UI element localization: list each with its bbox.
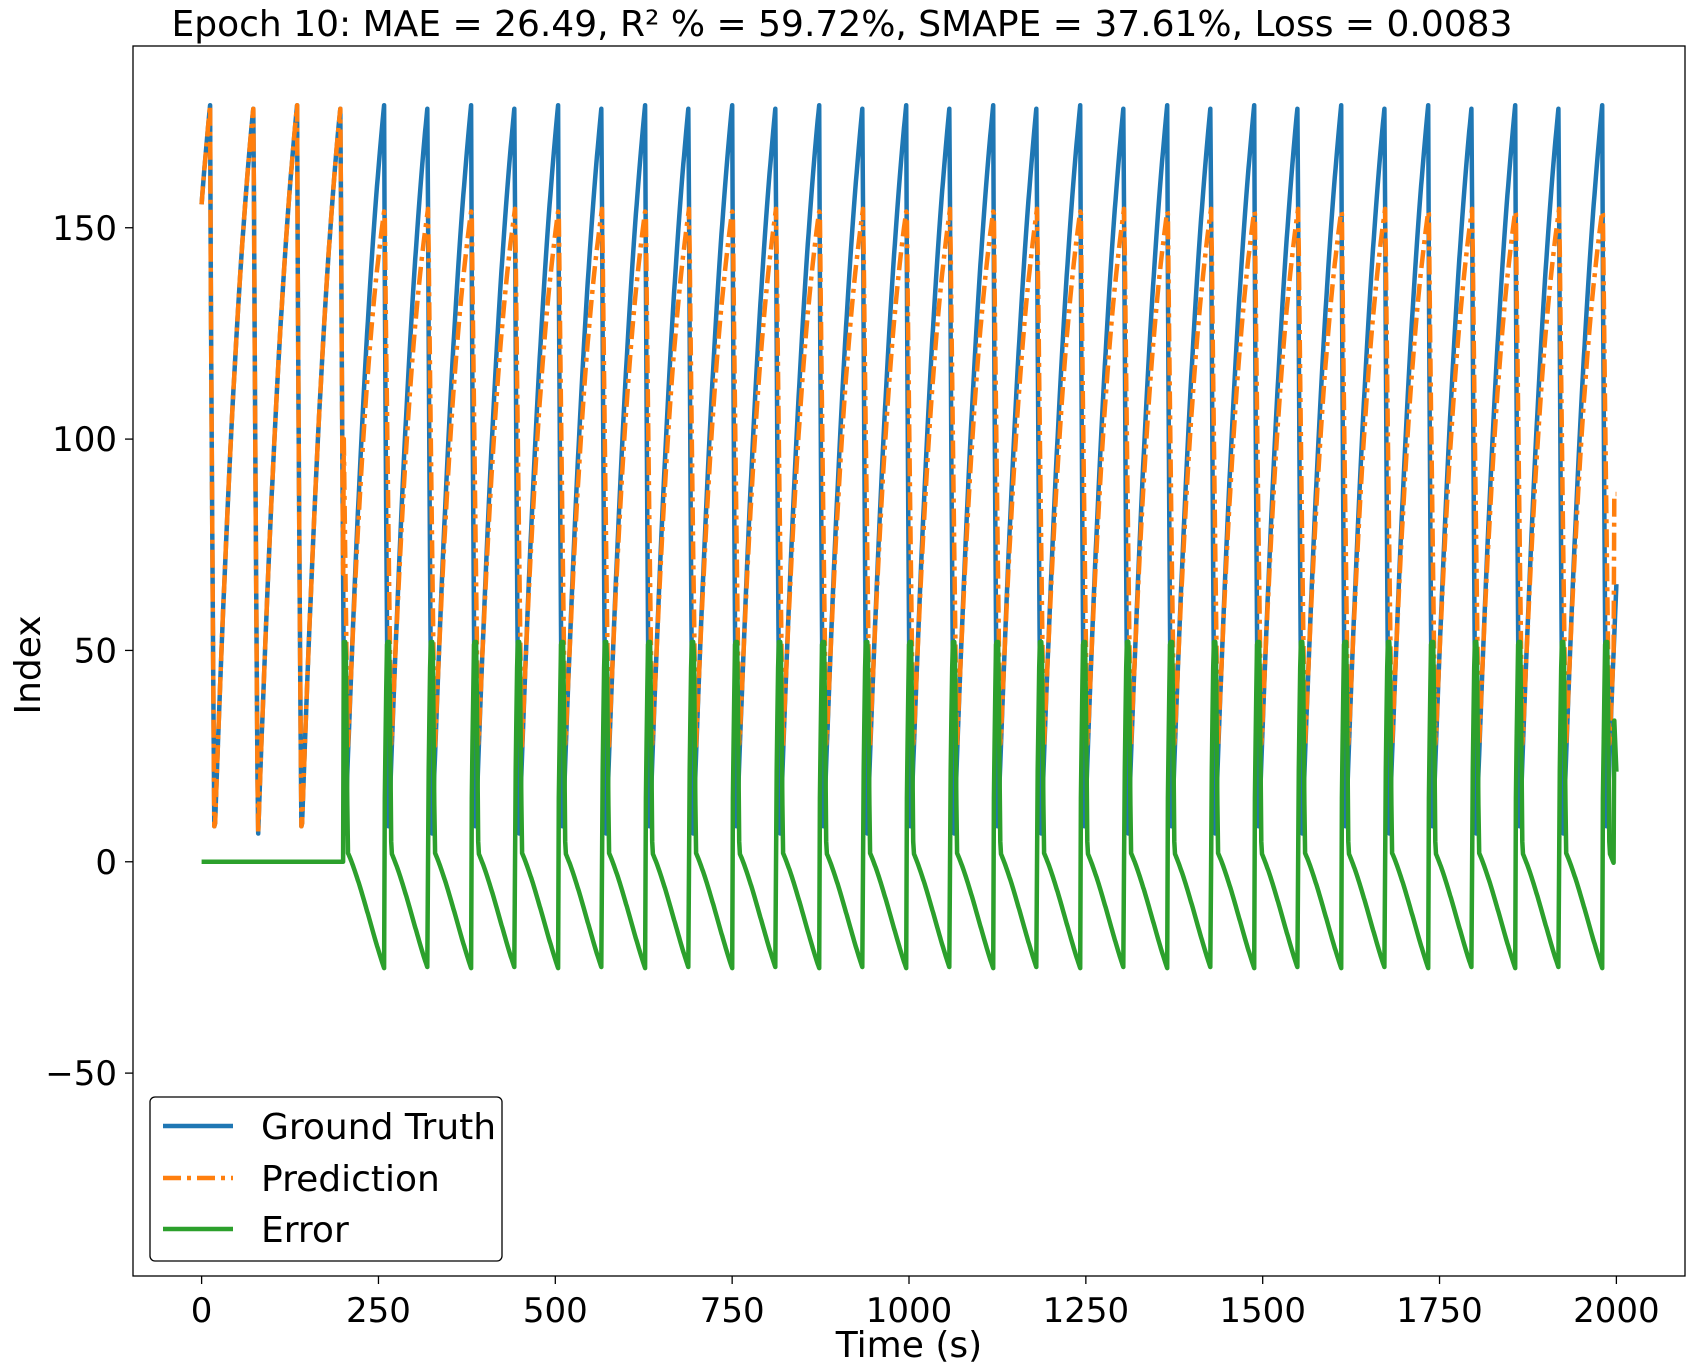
x-tick-label: 0 — [191, 1291, 213, 1331]
y-tick-label: 50 — [74, 631, 117, 671]
y-tick-label: 150 — [52, 209, 117, 249]
series-error — [200, 639, 1619, 971]
x-tick-label: 1250 — [1043, 1291, 1130, 1331]
x-tick-label: 1500 — [1219, 1291, 1306, 1331]
y-tick-label: 100 — [52, 420, 117, 460]
x-tick-label: 500 — [523, 1291, 588, 1331]
series-ground-truth — [199, 102, 1619, 836]
x-tick-label: 750 — [700, 1291, 765, 1331]
series-layer — [199, 102, 1619, 971]
x-axis: 0 250 500 750 1000 1250 1500 1750 2000 — [191, 1276, 1660, 1331]
legend: Ground Truth Prediction Error — [149, 1096, 503, 1262]
legend-label-ground-truth: Ground Truth — [261, 1107, 496, 1148]
x-axis-label: Time (s) — [835, 1325, 982, 1366]
x-tick-label: 2000 — [1573, 1291, 1660, 1331]
x-tick-label: 250 — [346, 1291, 411, 1331]
y-axis: −50 0 50 100 150 — [45, 209, 133, 1094]
legend-label-error: Error — [261, 1210, 349, 1251]
y-tick-label: −50 — [45, 1054, 117, 1094]
legend-box — [149, 1096, 503, 1262]
chart-title: Epoch 10: MAE = 26.49, R² % = 59.72%, SM… — [172, 4, 1513, 45]
x-tick-label: 1000 — [866, 1291, 953, 1331]
y-tick-label: 0 — [95, 843, 117, 883]
y-axis-label: Index — [8, 615, 49, 714]
legend-label-prediction: Prediction — [261, 1159, 440, 1200]
series-prediction — [199, 102, 1618, 836]
x-tick-label: 1750 — [1396, 1291, 1483, 1331]
